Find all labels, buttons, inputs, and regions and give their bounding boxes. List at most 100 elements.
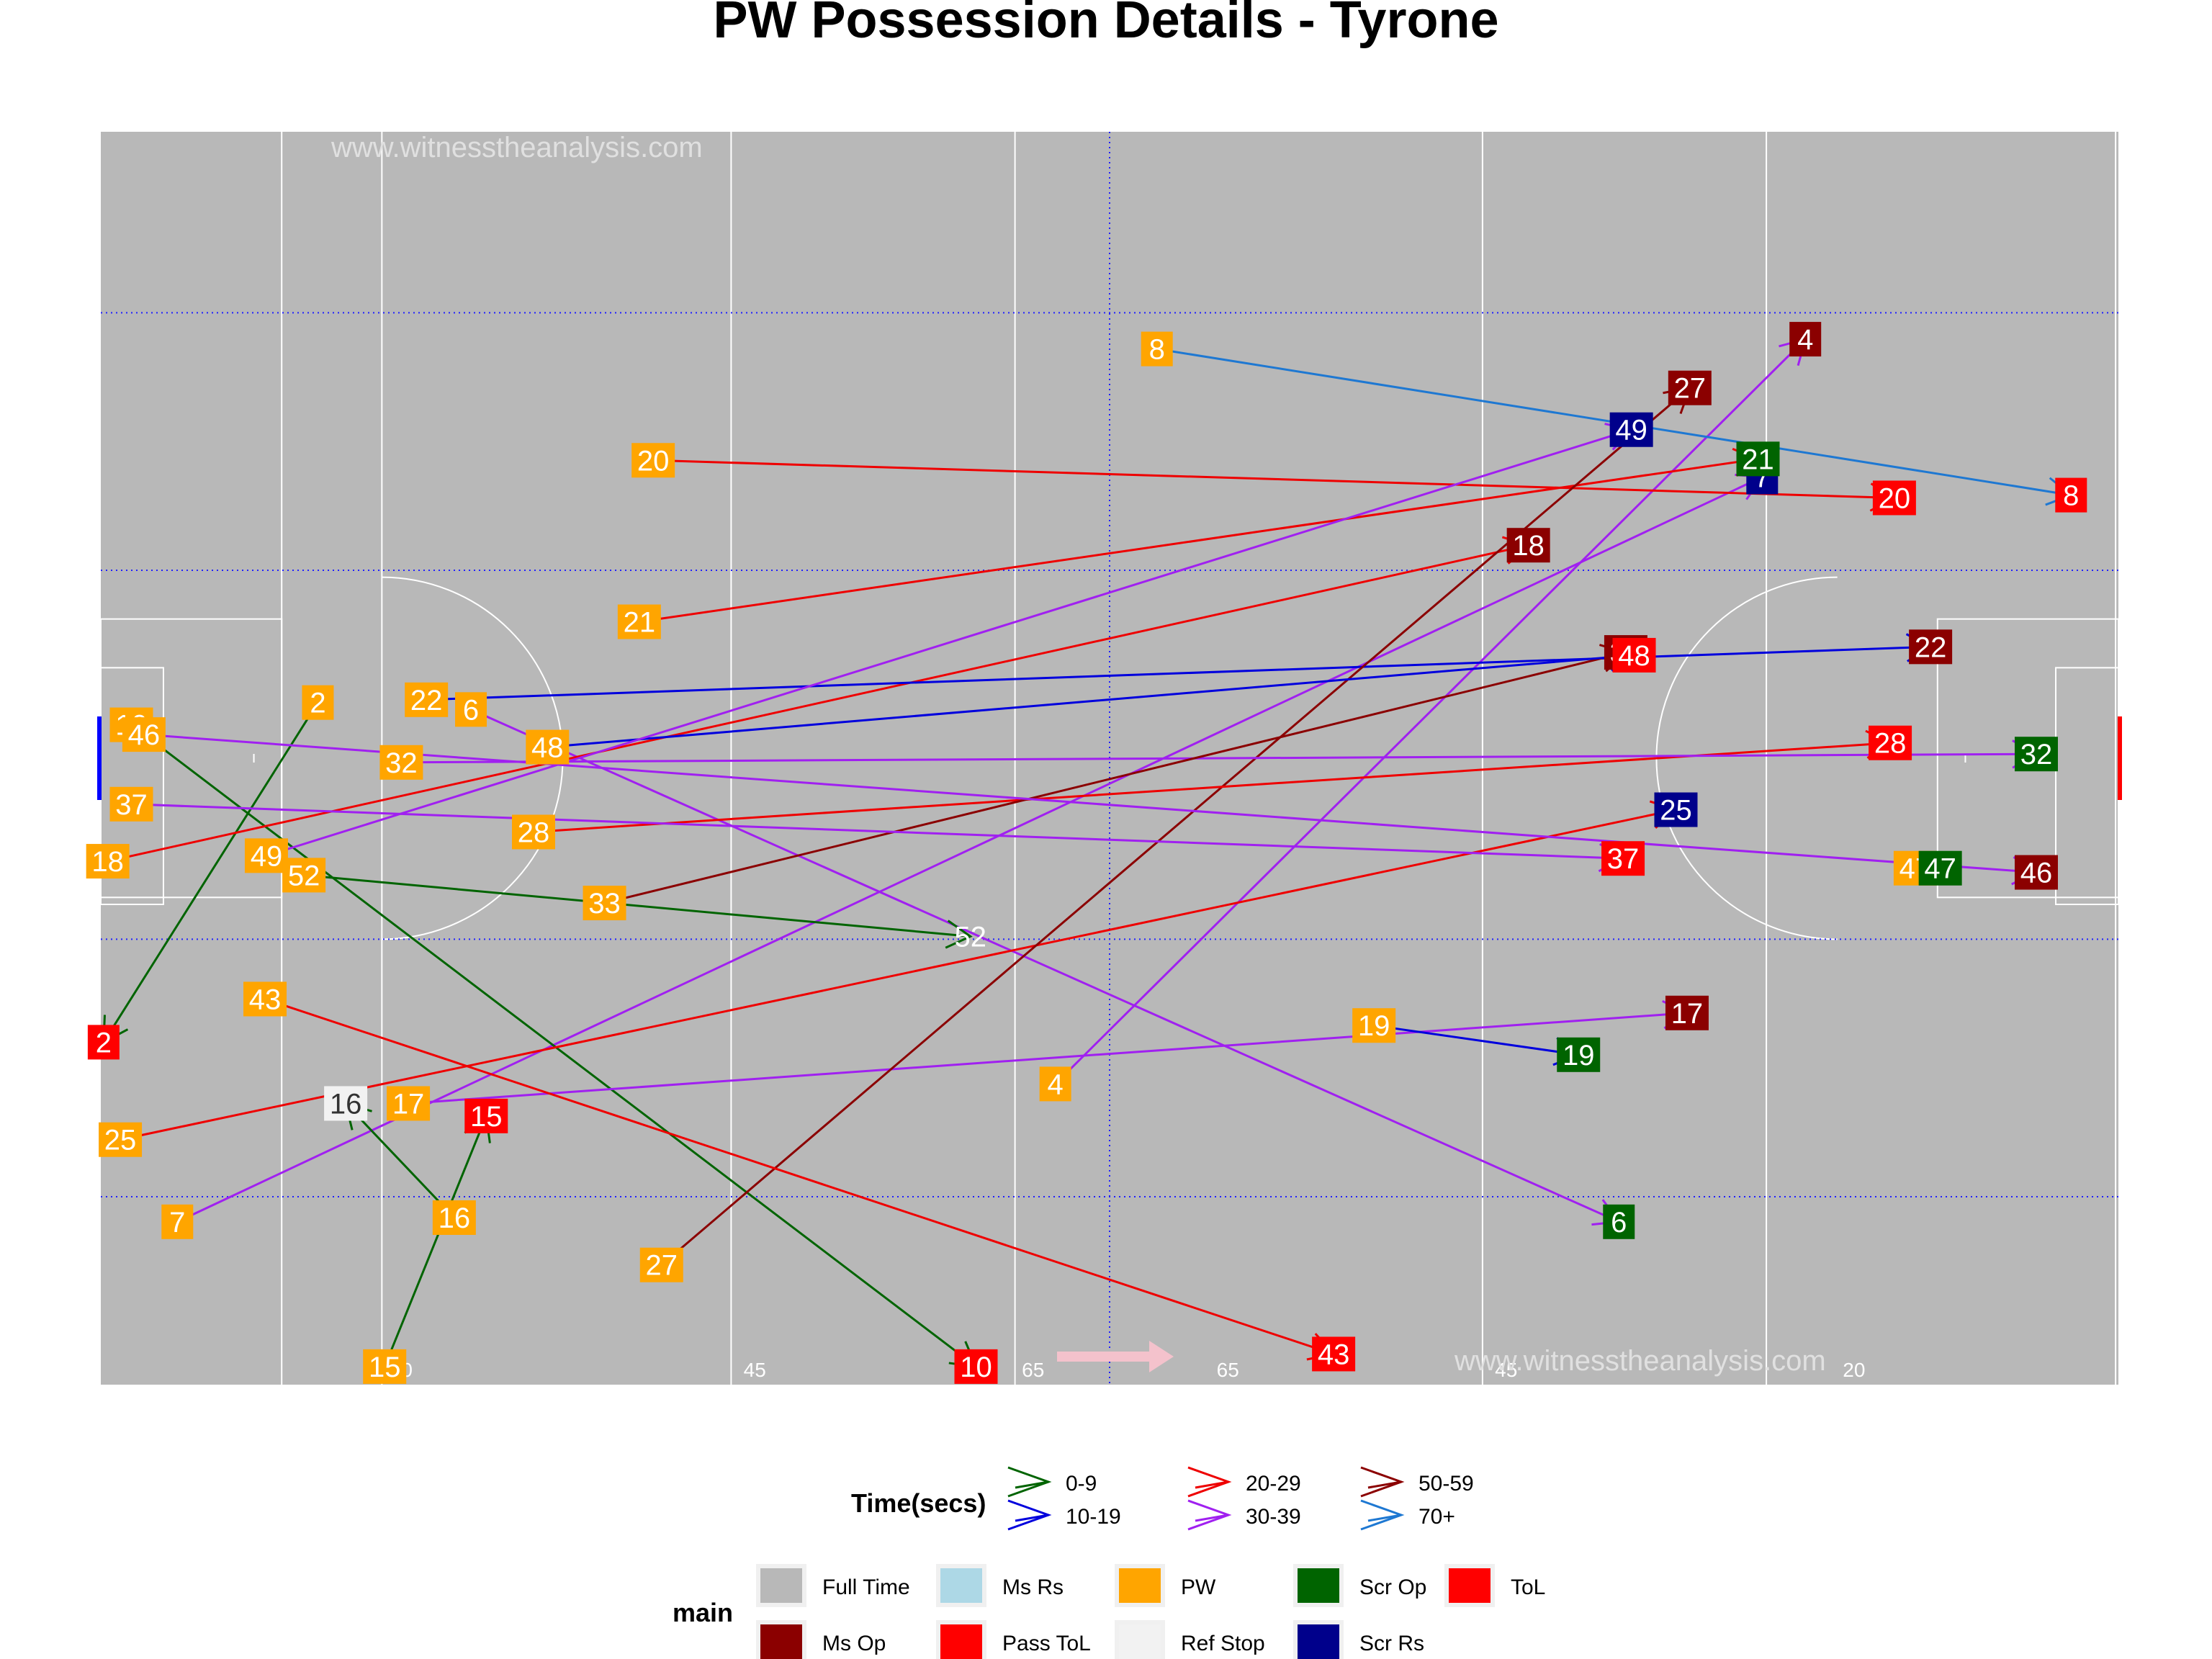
start-label-49-box bbox=[244, 838, 288, 873]
possession-line-7 bbox=[176, 476, 1763, 1223]
chart-title: PW Possession Details - Tyrone bbox=[714, 0, 1499, 49]
legend-main-label: ToL bbox=[1511, 1575, 1545, 1599]
legend-main-swatch-fill bbox=[760, 1568, 802, 1603]
legend-main-swatch-fill bbox=[1298, 1568, 1339, 1603]
end-label-2: 2 bbox=[87, 1025, 120, 1060]
end-label-43-box bbox=[1312, 1336, 1356, 1372]
end-label-2-text: 2 bbox=[96, 1027, 112, 1058]
end-label-18-box bbox=[1506, 528, 1550, 563]
start-label-43-box bbox=[243, 981, 287, 1017]
possession-line-49 bbox=[266, 428, 1632, 857]
end-label-16-text: 16 bbox=[330, 1088, 362, 1120]
possession-line-46 bbox=[143, 733, 2037, 874]
possession-line-33 bbox=[604, 651, 1627, 904]
end-label-25-box bbox=[1654, 792, 1698, 827]
end-label-4-box bbox=[1789, 322, 1822, 357]
start-label-46-box bbox=[122, 717, 166, 752]
start-label-46-text: 46 bbox=[128, 719, 161, 751]
start-label-22: 22 bbox=[405, 682, 449, 717]
possession-line-48 bbox=[547, 654, 1635, 749]
start-label-2: 2 bbox=[302, 685, 334, 720]
end-label-2-box bbox=[87, 1025, 120, 1060]
start-label-20: 20 bbox=[631, 443, 675, 478]
legend-main-swatch-fill bbox=[940, 1624, 982, 1659]
start-label-32: 32 bbox=[379, 745, 423, 780]
end-label-6: 6 bbox=[1603, 1204, 1635, 1239]
start-label-17: 17 bbox=[387, 1086, 431, 1121]
legend-time-label: 30-39 bbox=[1246, 1505, 1301, 1529]
end-label-52: 52 bbox=[955, 921, 987, 953]
possession-line-18 bbox=[107, 544, 1529, 863]
end-label-49: 49 bbox=[1609, 412, 1653, 447]
legend-main-label: Pass ToL bbox=[1002, 1632, 1091, 1655]
start-label-32-box bbox=[379, 745, 423, 780]
end-label-25-text: 25 bbox=[1660, 795, 1692, 827]
legend-time-key-shaft bbox=[1367, 1480, 1402, 1489]
start-label-2-text: 2 bbox=[310, 688, 325, 719]
end-label-20: 20 bbox=[1872, 480, 1916, 516]
legend-main-item-Ms Op: Ms Op bbox=[756, 1620, 886, 1659]
end-label-4-text: 4 bbox=[1797, 324, 1813, 356]
start-label-37-text: 37 bbox=[115, 789, 148, 821]
end-label-8-box bbox=[2055, 477, 2087, 513]
end-label-18-text: 18 bbox=[1512, 530, 1545, 562]
legend-main-label: Ms Rs bbox=[1002, 1575, 1064, 1599]
start-label-48-box bbox=[526, 729, 570, 765]
legend-main-item-PW: PW bbox=[1115, 1564, 1216, 1607]
legend-time-item-10-19: 10-19 bbox=[1007, 1499, 1121, 1531]
possession-lines bbox=[102, 337, 2074, 1368]
end-label-49-text: 49 bbox=[1615, 415, 1647, 446]
start-label-21-text: 21 bbox=[624, 607, 656, 639]
end-label-46-text: 46 bbox=[2020, 858, 2053, 889]
start-label-21-box bbox=[617, 604, 661, 639]
start-label-46: 46 bbox=[122, 717, 166, 752]
start-label-22-box bbox=[405, 682, 449, 717]
end-label-15-text: 15 bbox=[470, 1101, 503, 1133]
start-label-16-box bbox=[432, 1200, 476, 1235]
possession-line-2 bbox=[102, 701, 319, 1043]
possession-line-32 bbox=[401, 752, 2036, 764]
legend-time-key-shaft bbox=[1015, 1514, 1049, 1522]
end-label-27-text: 27 bbox=[1674, 373, 1707, 405]
legend-time-title: Time(secs) bbox=[851, 1488, 986, 1518]
start-label-33-text: 33 bbox=[588, 888, 621, 920]
end-label-27-box bbox=[1668, 370, 1712, 405]
end-label-15: 15 bbox=[464, 1098, 508, 1133]
start-label-4-box bbox=[1039, 1066, 1071, 1102]
possession-line-4 bbox=[1054, 338, 1807, 1085]
start-label-27-box bbox=[639, 1247, 683, 1282]
legend-main-swatch-fill bbox=[1298, 1624, 1339, 1659]
legend-main-swatch-fill bbox=[760, 1624, 802, 1659]
legend-time-label: 10-19 bbox=[1066, 1505, 1121, 1529]
legend-main-label: Ms Op bbox=[822, 1632, 886, 1655]
end-label-19: 19 bbox=[1557, 1037, 1601, 1072]
start-label-33: 33 bbox=[583, 886, 626, 921]
end-label-47-box bbox=[1918, 850, 1962, 886]
end-label-22-box bbox=[1909, 629, 1953, 665]
start-label-16-text: 16 bbox=[439, 1202, 471, 1234]
start-label-15: 15 bbox=[363, 1349, 407, 1384]
legend-time-item-20-29: 20-29 bbox=[1187, 1466, 1301, 1498]
end-label-17-text: 17 bbox=[1671, 998, 1704, 1030]
start-label-4-text: 4 bbox=[1048, 1069, 1064, 1100]
start-label-22-text: 22 bbox=[410, 685, 443, 716]
start-label-4: 4 bbox=[1039, 1066, 1071, 1102]
possession-line-17 bbox=[408, 1012, 1688, 1105]
start-label-48: 48 bbox=[526, 729, 570, 765]
end-label-49-box bbox=[1609, 412, 1653, 447]
start-label-52-text: 52 bbox=[288, 860, 320, 891]
legend-main-item-Ref Stop: Ref Stop bbox=[1115, 1620, 1265, 1659]
possession-line-15 bbox=[383, 1115, 487, 1367]
possession-line-19 bbox=[1373, 1024, 1579, 1056]
legend-time-key-shaft bbox=[1195, 1514, 1229, 1522]
possession-line-6 bbox=[470, 708, 1619, 1223]
start-label-49-text: 49 bbox=[251, 840, 283, 872]
legend-time: Time(secs) 0-9 10-19 20-29 30-39 50-59 70+ bbox=[851, 1466, 1474, 1531]
legend-main-swatch-fill bbox=[1449, 1568, 1491, 1603]
start-label-48-text: 48 bbox=[531, 732, 564, 764]
end-label-10-box bbox=[954, 1349, 998, 1384]
legend-time-item-70+: 70+ bbox=[1360, 1499, 1455, 1531]
legend-main-item-Scr Rs: Scr Rs bbox=[1293, 1620, 1424, 1659]
start-label-6-box bbox=[455, 692, 487, 727]
legend-main-label: Ref Stop bbox=[1181, 1632, 1265, 1655]
